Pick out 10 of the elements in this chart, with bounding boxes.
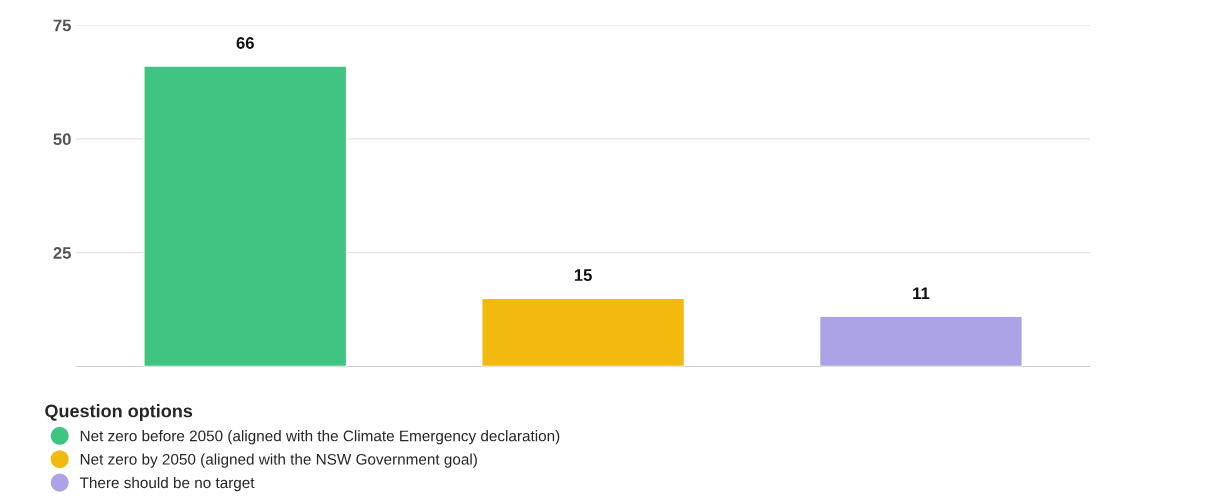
legend-label: Net zero before 2050 (aligned with the Climate Emergency declaration) xyxy=(80,430,560,445)
data-label: 66 xyxy=(236,37,254,49)
data-label: 11 xyxy=(913,287,930,300)
data-label: 15 xyxy=(574,269,592,281)
y-tick-label: 25 xyxy=(53,247,71,259)
legend-label: There should be no target xyxy=(79,476,255,492)
y-tick-label: 75 xyxy=(53,19,71,32)
legend-label: Net zero by 2050 (aligned with the NSW Government goal) xyxy=(80,453,477,468)
legend-title: Question options xyxy=(45,404,193,421)
y-tick-label: 50 xyxy=(53,133,71,146)
